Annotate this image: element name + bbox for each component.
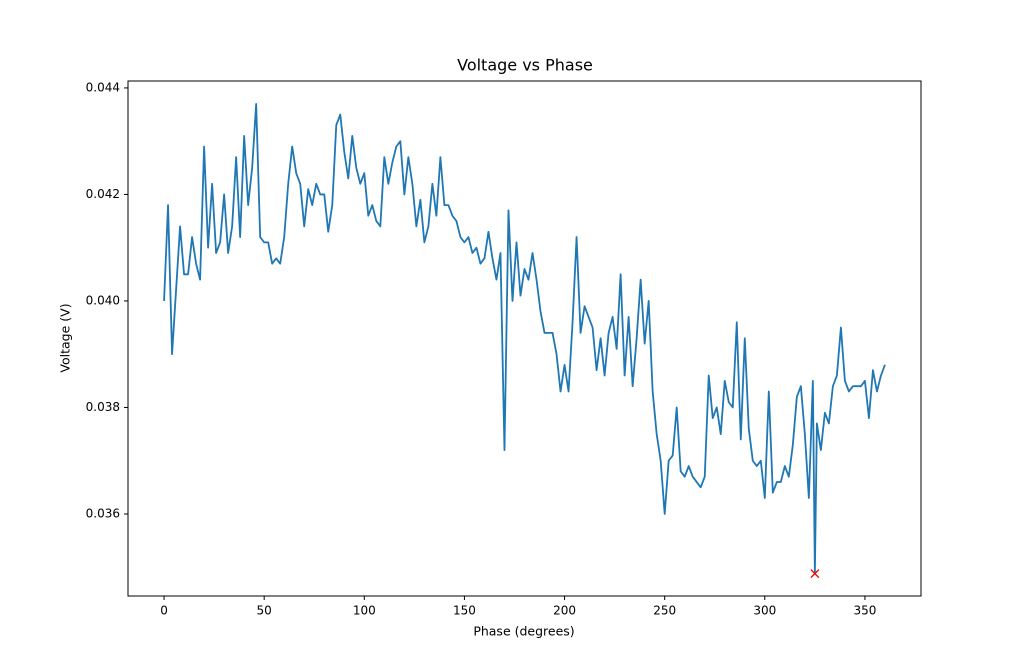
x-tick-label: 300 — [753, 604, 776, 618]
y-tick-label: 0.040 — [86, 293, 120, 307]
x-axis-label: Phase (degrees) — [473, 624, 574, 639]
y-tick-label: 0.042 — [86, 187, 120, 201]
min-marker — [810, 569, 820, 579]
y-axis-label: Voltage (V) — [58, 303, 73, 372]
y-tick-label: 0.036 — [86, 506, 120, 520]
y-tick-label: 0.044 — [86, 80, 120, 94]
x-tick-label: 350 — [853, 604, 876, 618]
x-tick-label: 0 — [160, 604, 168, 618]
data-line — [163, 103, 886, 575]
x-tick-label: 100 — [353, 604, 376, 618]
x-tick-label: 200 — [553, 604, 576, 618]
x-tick-label: 150 — [453, 604, 476, 618]
x-tick-label: 50 — [257, 604, 272, 618]
y-tick-label: 0.038 — [86, 400, 120, 414]
plot-frame — [127, 80, 922, 597]
x-tick-label: 250 — [653, 604, 676, 618]
chart-title: Voltage vs Phase — [457, 56, 593, 75]
